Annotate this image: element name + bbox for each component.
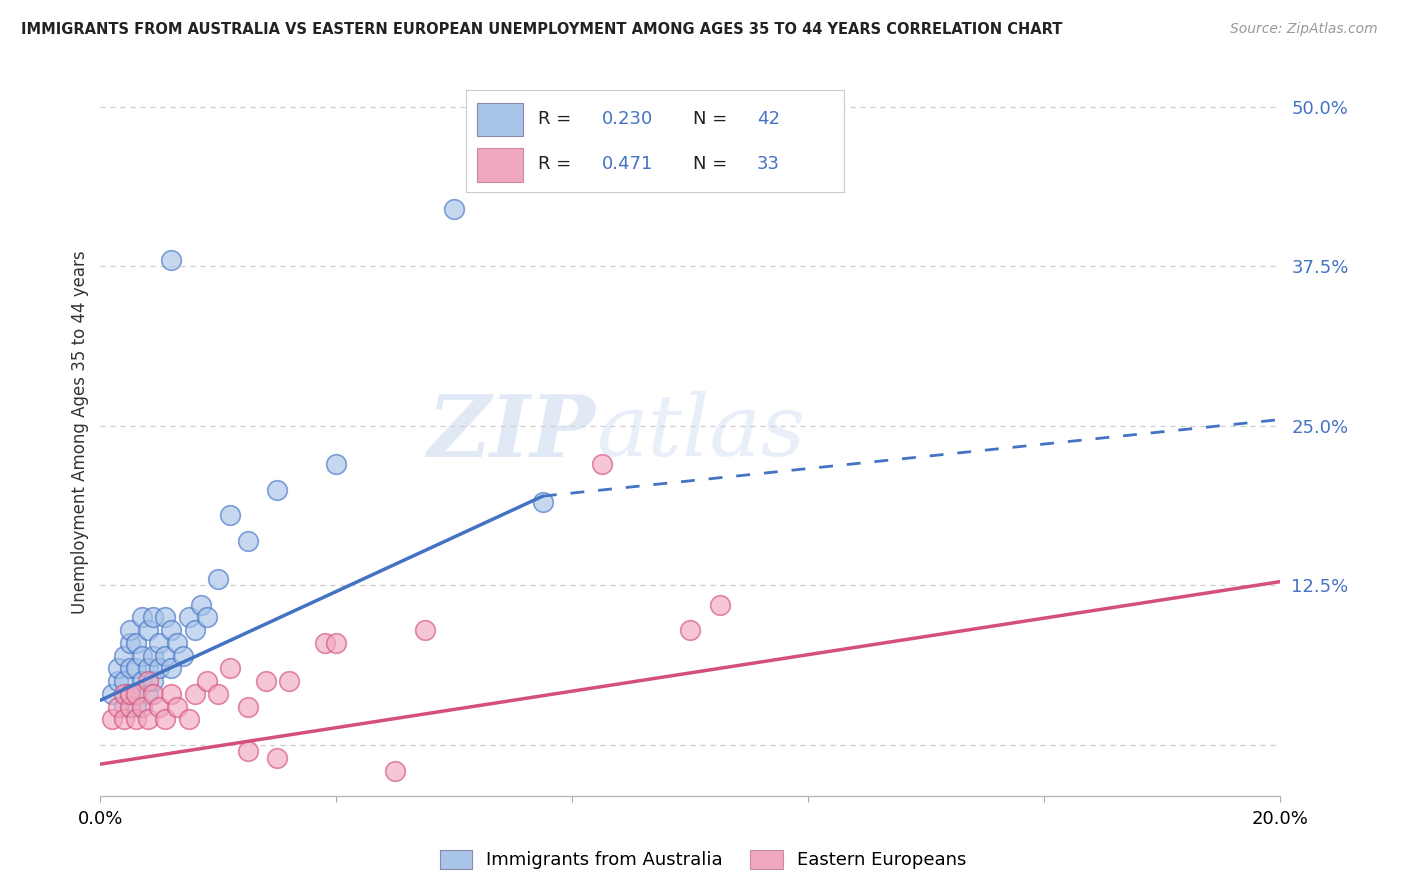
Point [177, 713, 200, 727]
Point [125, 661, 148, 675]
Point [136, 661, 159, 675]
Point [443, 202, 465, 216]
Point [155, 713, 177, 727]
Point [160, 661, 183, 675]
Point [413, 623, 436, 637]
Point [160, 687, 183, 701]
Point [118, 687, 141, 701]
Point [195, 674, 218, 689]
Point [125, 699, 148, 714]
Point [142, 610, 165, 624]
Point [112, 699, 135, 714]
Point [125, 636, 148, 650]
Point [166, 699, 188, 714]
Point [101, 687, 124, 701]
Point [148, 699, 170, 714]
Point [155, 610, 177, 624]
Point [314, 636, 336, 650]
Point [195, 610, 218, 624]
Point [131, 610, 153, 624]
Point [112, 687, 135, 701]
Point [207, 687, 229, 701]
Point [112, 648, 135, 663]
Point [118, 687, 141, 701]
Point [142, 674, 165, 689]
Legend: Immigrants from Australia, Eastern Europeans: Immigrants from Australia, Eastern Europ… [430, 841, 976, 879]
Point [172, 648, 194, 663]
Point [219, 661, 242, 675]
Point [107, 674, 129, 689]
Point [148, 636, 170, 650]
Point [278, 674, 301, 689]
Point [325, 636, 347, 650]
Point [166, 636, 188, 650]
Point [107, 699, 129, 714]
Point [125, 713, 148, 727]
Point [131, 648, 153, 663]
Point [112, 674, 135, 689]
Point [207, 572, 229, 586]
Point [148, 661, 170, 675]
Point [531, 495, 554, 509]
Point [118, 699, 141, 714]
Point [219, 508, 242, 523]
Point [236, 533, 259, 548]
Point [236, 699, 259, 714]
Text: ZIP: ZIP [427, 391, 596, 474]
Point [136, 687, 159, 701]
Point [112, 713, 135, 727]
Text: atlas: atlas [596, 391, 806, 474]
Point [236, 744, 259, 758]
Point [160, 623, 183, 637]
Point [118, 661, 141, 675]
Point [325, 457, 347, 471]
Point [384, 764, 406, 778]
Point [125, 687, 148, 701]
Point [177, 610, 200, 624]
Point [184, 623, 207, 637]
Point [131, 674, 153, 689]
Text: IMMIGRANTS FROM AUSTRALIA VS EASTERN EUROPEAN UNEMPLOYMENT AMONG AGES 35 TO 44 Y: IMMIGRANTS FROM AUSTRALIA VS EASTERN EUR… [21, 22, 1063, 37]
Point [136, 713, 159, 727]
Point [254, 674, 277, 689]
Point [101, 713, 124, 727]
Point [142, 648, 165, 663]
Point [107, 661, 129, 675]
Point [266, 483, 288, 497]
Point [136, 623, 159, 637]
Point [591, 457, 613, 471]
Text: Source: ZipAtlas.com: Source: ZipAtlas.com [1230, 22, 1378, 37]
Point [131, 699, 153, 714]
Point [160, 252, 183, 267]
Point [184, 687, 207, 701]
Point [136, 674, 159, 689]
Point [679, 623, 702, 637]
Point [118, 623, 141, 637]
Y-axis label: Unemployment Among Ages 35 to 44 years: Unemployment Among Ages 35 to 44 years [72, 251, 89, 614]
Point [155, 648, 177, 663]
Point [709, 598, 731, 612]
Point [142, 687, 165, 701]
Point [118, 636, 141, 650]
Point [190, 598, 212, 612]
Point [266, 751, 288, 765]
